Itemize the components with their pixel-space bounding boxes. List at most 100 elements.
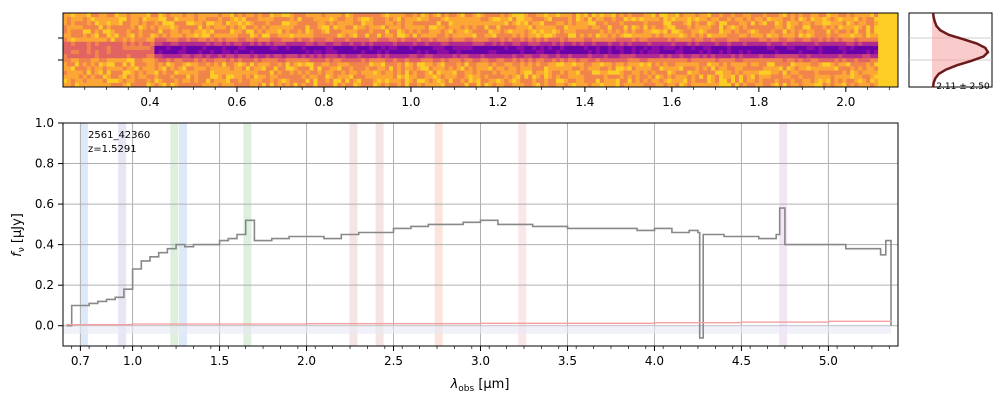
heatmap-cell xyxy=(536,13,541,18)
heatmap-cell xyxy=(615,58,620,63)
heatmap-cell xyxy=(842,50,847,55)
heatmap-cell xyxy=(758,50,764,55)
x-axis-label: λobs [μm] xyxy=(450,377,510,394)
heatmap-cell xyxy=(186,74,191,80)
heatmap-cell xyxy=(727,66,732,71)
heatmap-cell xyxy=(822,54,827,59)
heatmap-cell xyxy=(874,74,879,80)
heatmap-cell xyxy=(778,13,783,18)
heatmap-cell xyxy=(154,54,159,59)
heatmap-cell xyxy=(166,41,171,47)
heatmap-cell xyxy=(615,41,620,47)
heatmap-cell xyxy=(790,82,795,88)
heatmap-cell xyxy=(707,62,712,67)
heatmap-cell xyxy=(738,29,744,34)
heatmap-cell xyxy=(329,41,334,47)
heatmap-cell xyxy=(198,29,203,34)
heatmap-cell xyxy=(162,37,167,43)
heatmap-cell xyxy=(878,70,883,75)
heatmap-cell xyxy=(635,62,640,67)
heatmap-cell xyxy=(770,54,776,59)
heatmap-cell xyxy=(74,58,80,63)
heatmap-cell xyxy=(631,17,636,22)
heatmap-cell xyxy=(699,58,704,63)
heatmap-cell xyxy=(230,21,235,26)
heatmap-cell xyxy=(782,66,787,71)
heatmap-cell xyxy=(428,78,434,84)
heatmap-cell xyxy=(472,82,477,88)
heatmap-cell xyxy=(583,17,589,22)
heatmap-cell xyxy=(436,66,442,71)
heatmap-cell xyxy=(432,37,438,43)
heatmap-cell xyxy=(655,13,660,18)
heatmap-cell xyxy=(226,74,231,80)
heatmap-cell xyxy=(524,66,529,71)
heatmap-cell xyxy=(289,74,294,80)
heatmap-cell xyxy=(850,54,855,59)
heatmap-cell xyxy=(126,78,131,84)
heatmap-cell xyxy=(484,66,489,71)
heatmap-cell xyxy=(277,54,282,59)
heatmap-cell xyxy=(826,82,831,88)
heatmap-cell xyxy=(226,50,231,55)
heatmap-cell xyxy=(603,45,609,51)
heatmap-cell xyxy=(560,29,565,34)
heatmap-cell xyxy=(321,29,326,34)
heatmap-cell xyxy=(639,25,644,30)
heatmap-cell xyxy=(567,41,573,47)
heatmap-cell xyxy=(452,54,457,59)
heatmap-cell xyxy=(186,62,191,67)
heatmap-cell xyxy=(361,29,366,34)
heatmap-cell xyxy=(520,25,525,30)
heatmap-cell xyxy=(70,50,76,55)
heatmap-cell xyxy=(727,74,732,80)
heatmap-cell xyxy=(500,74,505,80)
heatmap-cell xyxy=(484,13,489,18)
heatmap-cell xyxy=(723,45,728,51)
heatmap-cell xyxy=(762,13,768,18)
heatmap-cell xyxy=(782,29,787,34)
heatmap-cell xyxy=(544,25,549,30)
object-id-label: 2561_42360 xyxy=(88,130,150,141)
heatmap-cell xyxy=(170,78,175,84)
heatmap-cell xyxy=(285,29,290,34)
heatmap-cell xyxy=(428,29,434,34)
heatmap-cell xyxy=(468,41,473,47)
heatmap-cell xyxy=(878,78,883,84)
heatmap-cell xyxy=(361,45,366,51)
heatmap-cell xyxy=(460,25,465,30)
heatmap-cell xyxy=(564,17,569,22)
heatmap-cell xyxy=(854,54,859,59)
heatmap-cell xyxy=(663,70,668,75)
heatmap-cell xyxy=(162,29,167,34)
heatmap-cell xyxy=(424,82,430,88)
heatmap-cell xyxy=(385,37,390,43)
heatmap-cell xyxy=(82,74,88,80)
heatmap-cell xyxy=(488,54,493,59)
heatmap-cell xyxy=(63,37,68,43)
heatmap-cell xyxy=(329,29,334,34)
heatmap-cell xyxy=(436,54,442,59)
heatmap-cell xyxy=(703,33,708,38)
heatmap-cell xyxy=(492,66,497,71)
heatmap-cell xyxy=(575,62,581,67)
heatmap-cell xyxy=(691,13,696,18)
heatmap-cell xyxy=(448,13,453,18)
heatmap-cell xyxy=(190,21,195,26)
heatmap-cell xyxy=(365,70,370,75)
heatmap-cell xyxy=(261,13,267,18)
heatmap-cell xyxy=(770,25,776,30)
heatmap-cell xyxy=(365,58,370,63)
heatmap-cell xyxy=(70,45,76,51)
heatmap-cell xyxy=(766,33,772,38)
heatmap-cell xyxy=(237,21,243,26)
heatmap-cell xyxy=(230,37,235,43)
heatmap-cell xyxy=(186,78,191,84)
heatmap-cell xyxy=(583,66,589,71)
heatmap-cell xyxy=(683,66,688,71)
heatmap-cell xyxy=(385,13,390,18)
heatmap-cell xyxy=(333,54,338,59)
heatmap-cell xyxy=(595,62,601,67)
heatmap-cell xyxy=(333,17,338,22)
heatmap-cell xyxy=(627,17,632,22)
